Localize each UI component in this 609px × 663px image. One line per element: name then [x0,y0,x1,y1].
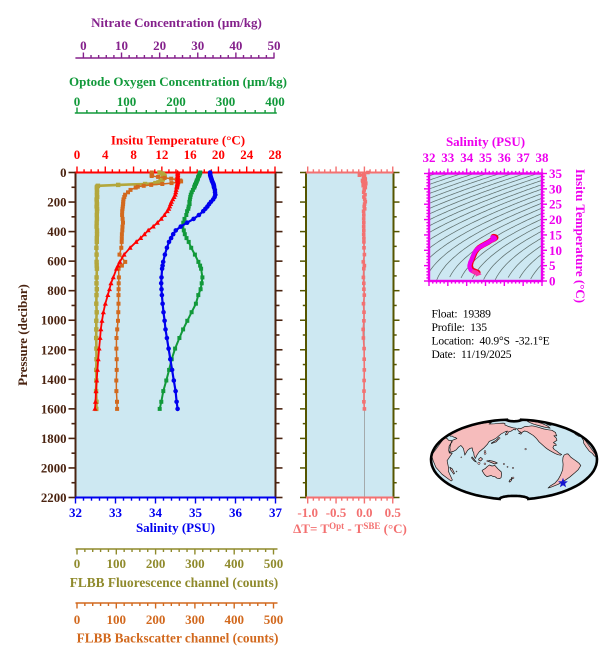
svg-text:300: 300 [216,94,236,109]
svg-text:24: 24 [240,147,254,162]
svg-text:400: 400 [224,612,244,627]
svg-text:28: 28 [269,147,283,162]
svg-text:1200: 1200 [41,343,67,357]
svg-text:0: 0 [74,94,81,109]
svg-text:30: 30 [549,181,562,196]
svg-text:400: 400 [224,556,244,571]
svg-text:36: 36 [498,150,512,165]
svg-text:Location: 40.9°S -32.1°E: Location: 40.9°S -32.1°E [432,335,550,348]
svg-text:38: 38 [536,150,550,165]
svg-text:0: 0 [80,38,87,53]
svg-text:Float: 19389: Float: 19389 [432,308,492,321]
svg-text:20: 20 [549,212,562,227]
svg-text:20: 20 [153,38,166,53]
svg-text:Insitu Temperature (°C): Insitu Temperature (°C) [111,133,245,148]
svg-text:0: 0 [74,147,81,162]
svg-text:1800: 1800 [41,432,67,446]
svg-text:0: 0 [549,274,556,289]
svg-text:Salinity (PSU): Salinity (PSU) [446,134,525,149]
svg-text:8: 8 [130,147,137,162]
svg-text:2000: 2000 [41,462,67,476]
svg-text:100: 100 [107,556,127,571]
svg-text:34: 34 [149,505,163,520]
svg-text:600: 600 [47,255,66,269]
svg-text:-0.5: -0.5 [326,505,347,520]
svg-text:50: 50 [268,38,281,53]
svg-text:200: 200 [146,612,166,627]
svg-text:-1.0: -1.0 [297,505,318,520]
svg-text:Date: 11/19/2025: Date: 11/19/2025 [432,348,512,361]
svg-text:200: 200 [47,196,66,210]
svg-text:FLBB Backscatter channel (coun: FLBB Backscatter channel (counts) [77,631,279,646]
svg-text:25: 25 [549,197,563,212]
svg-text:12: 12 [155,147,168,162]
svg-text:10: 10 [549,243,562,258]
svg-text:200: 200 [166,94,186,109]
svg-text:32: 32 [69,505,82,520]
svg-text:800: 800 [47,284,66,298]
svg-text:500: 500 [264,612,284,627]
svg-text:40: 40 [229,38,242,53]
svg-text:Salinity (PSU): Salinity (PSU) [136,520,215,535]
svg-text:500: 500 [264,556,284,571]
svg-text:0.5: 0.5 [385,505,402,520]
svg-text:35: 35 [479,150,493,165]
svg-text:400: 400 [265,94,285,109]
svg-text:0.0: 0.0 [356,505,372,520]
svg-text:0: 0 [74,556,81,571]
svg-text:15: 15 [549,227,563,242]
svg-text:2200: 2200 [41,491,67,505]
svg-text:100: 100 [107,612,127,627]
svg-text:16: 16 [184,147,198,162]
svg-text:1600: 1600 [41,402,67,416]
svg-text:300: 300 [185,556,205,571]
svg-text:Optode Oxygen Concentration (µ: Optode Oxygen Concentration (µm/kg) [69,74,287,89]
svg-text:30: 30 [191,38,204,53]
svg-text:36: 36 [229,505,243,520]
svg-text:200: 200 [146,556,166,571]
svg-text:34: 34 [460,150,474,165]
svg-text:32: 32 [423,150,436,165]
svg-text:20: 20 [212,147,225,162]
svg-text:Profile: 135: Profile: 135 [432,321,488,334]
svg-text:0: 0 [60,166,66,180]
svg-text:400: 400 [47,225,66,239]
svg-text:33: 33 [109,505,123,520]
svg-text:FLBB Fluorescence channel (cou: FLBB Fluorescence channel (counts) [70,575,278,590]
svg-text:Insitu Temperature (°C): Insitu Temperature (°C) [573,169,588,303]
svg-text:1400: 1400 [41,373,67,387]
svg-text:33: 33 [441,150,455,165]
svg-text:0: 0 [74,612,81,627]
svg-text:37: 37 [269,505,283,520]
svg-text:300: 300 [185,612,205,627]
svg-text:ΔT= TOpt - TSBE (°C): ΔT= TOpt - TSBE (°C) [293,521,407,536]
svg-text:1000: 1000 [41,314,67,328]
svg-text:5: 5 [549,258,556,273]
svg-text:35: 35 [189,505,203,520]
svg-text:4: 4 [102,147,109,162]
svg-text:35: 35 [549,166,563,181]
svg-text:Pressure (decibar): Pressure (decibar) [15,284,30,386]
svg-text:Nitrate Concentration (µm/kg): Nitrate Concentration (µm/kg) [91,15,262,30]
svg-text:100: 100 [117,94,137,109]
svg-text:37: 37 [517,150,531,165]
svg-text:10: 10 [115,38,128,53]
